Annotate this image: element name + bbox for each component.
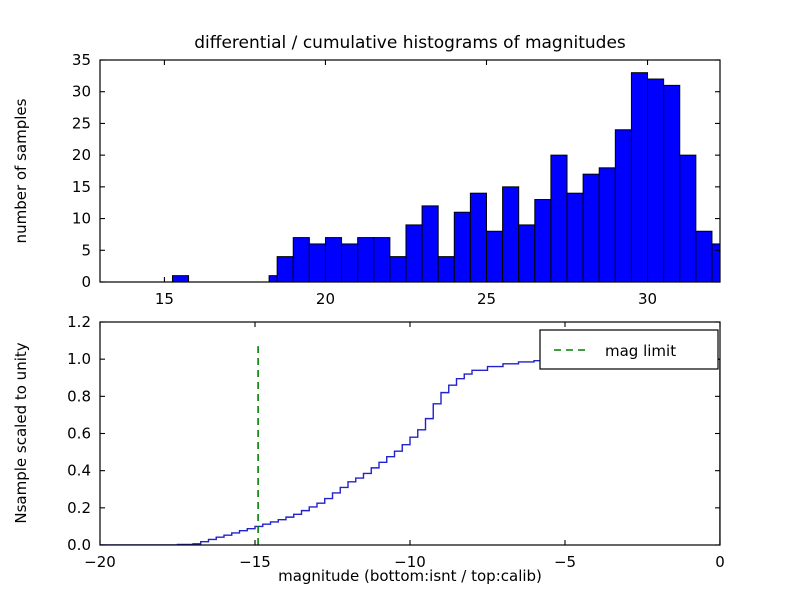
top-x-tick-label: 15 xyxy=(155,290,174,308)
histogram-bar xyxy=(438,257,454,282)
histogram-bar xyxy=(406,225,422,282)
bottom-x-tick-label: −20 xyxy=(84,553,116,571)
histogram-bar xyxy=(648,79,664,282)
histogram-bar xyxy=(342,244,358,282)
legend-label-mag-limit: mag limit xyxy=(605,342,676,360)
top-y-tick-label: 10 xyxy=(72,210,91,228)
histogram-bar xyxy=(631,73,647,282)
x-axis-label: magnitude (bottom:isnt / top:calib) xyxy=(278,567,542,585)
histogram-bar xyxy=(535,200,551,282)
histogram-bar xyxy=(293,238,309,282)
bottom-x-tick-label: −5 xyxy=(554,553,576,571)
histogram-bar xyxy=(503,187,519,282)
histogram-bar xyxy=(325,238,341,282)
histogram-bar xyxy=(599,168,615,282)
bottom-y-tick-label: 1.0 xyxy=(67,350,91,368)
top-y-tick-label: 15 xyxy=(72,178,91,196)
histogram-bar xyxy=(358,238,374,282)
top-y-tick-label: 20 xyxy=(72,146,91,164)
bottom-y-tick-label: 0.6 xyxy=(67,425,91,443)
bottom-y-tick-label: 0.4 xyxy=(67,462,91,480)
histogram-bar xyxy=(615,130,631,282)
top-y-tick-label: 35 xyxy=(72,51,91,69)
histogram-bar xyxy=(390,257,406,282)
histogram-bar xyxy=(696,231,712,282)
histogram-bar xyxy=(470,193,486,282)
histogram-bar xyxy=(374,238,390,282)
matplotlib-figure: differential / cumulative histograms of … xyxy=(0,0,800,600)
histogram-bar xyxy=(551,155,567,282)
top-y-tick-label: 25 xyxy=(72,114,91,132)
histogram-bar xyxy=(454,212,470,282)
bottom-x-tick-label: 0 xyxy=(715,553,725,571)
top-x-tick-label: 30 xyxy=(638,290,657,308)
bottom-y-tick-label: 0.2 xyxy=(67,499,91,517)
top-x-tick-label: 20 xyxy=(316,290,335,308)
histogram-bar xyxy=(309,244,325,282)
page-title: differential / cumulative histograms of … xyxy=(194,33,626,53)
histogram-bar xyxy=(277,257,293,282)
top-y-axis-label: number of samples xyxy=(12,98,30,243)
bottom-y-tick-label: 0.0 xyxy=(67,536,91,554)
bottom-x-tick-label: −15 xyxy=(239,553,271,571)
histogram-bar xyxy=(519,225,535,282)
top-y-tick-label: 30 xyxy=(72,83,91,101)
top-y-tick-label: 0 xyxy=(81,273,91,291)
figure-canvas: differential / cumulative histograms of … xyxy=(0,0,800,600)
legend[interactable]: mag limit xyxy=(540,330,718,369)
histogram-bar xyxy=(486,231,502,282)
top-y-tick-label: 5 xyxy=(81,241,91,259)
histogram-bar xyxy=(664,85,680,282)
histogram-bar xyxy=(680,155,696,282)
histogram-bar xyxy=(172,276,188,282)
bottom-y-axis-label: Nsample scaled to unity xyxy=(12,342,30,523)
bottom-y-tick-label: 1.2 xyxy=(67,313,91,331)
top-x-tick-label: 25 xyxy=(477,290,496,308)
histogram-bar xyxy=(583,174,599,282)
histogram-bar xyxy=(422,206,438,282)
bottom-y-tick-label: 0.8 xyxy=(67,387,91,405)
histogram-bar xyxy=(567,193,583,282)
